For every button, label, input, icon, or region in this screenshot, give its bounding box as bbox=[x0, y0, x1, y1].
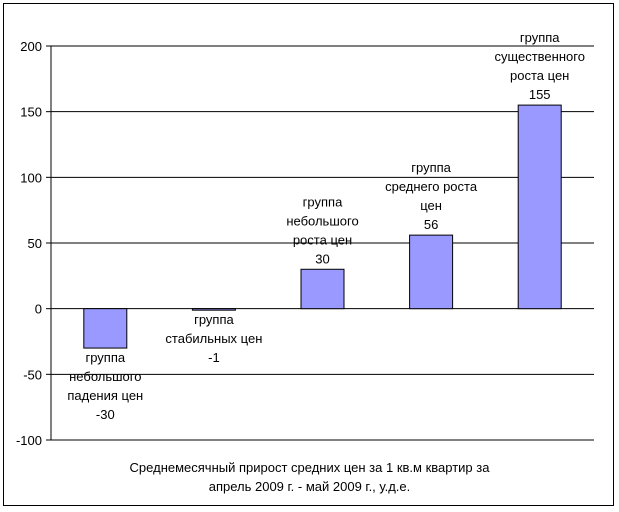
category-label: небольшого bbox=[69, 369, 141, 384]
y-tick-label: 150 bbox=[20, 105, 42, 120]
chart-caption: Среднемесячный прирост средних цен за 1 … bbox=[0, 458, 619, 496]
bar bbox=[409, 234, 454, 310]
category-label: падения цен bbox=[67, 388, 143, 403]
y-tick-label: 0 bbox=[35, 302, 42, 317]
category-label: стабильных цен bbox=[165, 331, 262, 346]
category-label: среднего роста bbox=[385, 179, 478, 194]
bars bbox=[83, 104, 562, 349]
category-label: небольшого bbox=[286, 213, 358, 228]
value-label: -30 bbox=[96, 407, 115, 422]
category-label: существенного bbox=[494, 49, 585, 64]
gridlines bbox=[51, 45, 594, 441]
category-label: группа bbox=[411, 160, 451, 175]
bar bbox=[300, 268, 345, 310]
y-tick-label: -50 bbox=[23, 367, 42, 382]
data-labels: группа небольшого падения цен -30 группа стаб… bbox=[67, 30, 585, 422]
category-label: группа bbox=[194, 312, 234, 327]
bar bbox=[83, 308, 128, 349]
y-tick-label: 200 bbox=[20, 39, 42, 54]
value-label: 30 bbox=[315, 251, 329, 266]
value-label: -1 bbox=[208, 350, 220, 365]
value-label: 56 bbox=[424, 217, 438, 232]
caption-line-1: Среднемесячный прирост средних цен за 1 … bbox=[129, 460, 490, 475]
axes: 200 150 100 50 0 -50 -100 bbox=[16, 39, 594, 448]
category-label: группа bbox=[520, 30, 560, 45]
value-label: 155 bbox=[529, 87, 551, 102]
category-label: роста цен bbox=[510, 68, 569, 83]
caption-line-2: апрель 2009 г. - май 2009 г., у.д.е. bbox=[208, 479, 411, 494]
bar bbox=[517, 104, 562, 310]
bar bbox=[191, 308, 236, 311]
category-label: группа bbox=[85, 350, 125, 365]
category-label: цен bbox=[420, 198, 442, 213]
chart-frame bbox=[3, 3, 614, 506]
y-tick-label: -100 bbox=[16, 433, 42, 448]
y-tick-label: 100 bbox=[20, 170, 42, 185]
category-label: роста цен bbox=[293, 232, 352, 247]
category-label: группа bbox=[303, 194, 343, 209]
y-tick-label: 50 bbox=[28, 236, 42, 251]
